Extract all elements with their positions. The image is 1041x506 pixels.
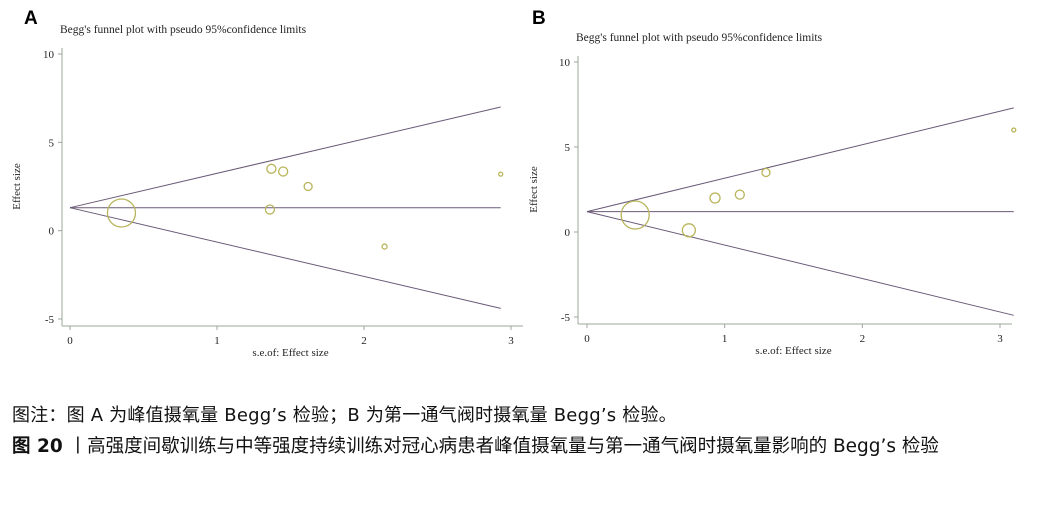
study-point-b: [761, 167, 771, 178]
study-point-b: [681, 223, 697, 238]
figure-note: 图注：图 A 为峰值摄氧量 Begg’s 检验；B 为第一通气阀时摄氧量 Beg…: [12, 405, 677, 426]
study-point-a: [264, 204, 276, 215]
study-point-b: [1011, 127, 1017, 133]
lower-confidence-limit-a: [69, 207, 501, 309]
y-tick-label-a: -5: [45, 314, 55, 326]
y-tick-label-b: -5: [561, 312, 571, 324]
figure-number: 图 20: [12, 436, 63, 457]
study-point-a: [303, 181, 313, 192]
x-tick-label-b: 3: [997, 333, 1003, 345]
panel-a-letter: A: [24, 8, 38, 29]
funnel-plots: Begg's funnel plot with pseudo 95%confid…: [11, 24, 1017, 359]
x-tick-label-a: 3: [508, 335, 514, 347]
upper-confidence-limit-a: [69, 106, 501, 209]
x-tick-label-a: 2: [361, 335, 367, 347]
figure-caption: 图 20 丨高强度间歇训练与中等强度持续训练对冠心病患者峰值摄氧量与第一通气阀时…: [12, 432, 1032, 462]
y-tick-label-a: 5: [49, 137, 55, 149]
study-point-a: [381, 243, 388, 250]
x-tick-label-a: 1: [214, 335, 220, 347]
y-tick-label-a: 0: [49, 226, 55, 238]
x-tick-label-b: 2: [860, 333, 866, 345]
study-point-a: [277, 166, 289, 177]
study-point-a: [106, 198, 137, 228]
lower-confidence-limit-b: [586, 211, 1014, 316]
figure-caption-text: 丨高强度间歇训练与中等强度持续训练对冠心病患者峰值摄氧量与第一通气阀时摄氧量影响…: [62, 436, 939, 457]
upper-confidence-limit-b: [586, 107, 1014, 213]
y-tick-label-b: 10: [559, 57, 571, 69]
x-tick-label-a: 0: [67, 335, 73, 347]
y-axis-label-a: Effect size: [11, 163, 23, 210]
study-point-a: [498, 171, 504, 177]
x-axis-label-b: s.e.of: Effect size: [755, 345, 831, 357]
x-tick-label-b: 1: [722, 333, 728, 345]
y-tick-label-b: 5: [565, 142, 571, 154]
y-tick-label-a: 10: [43, 49, 55, 61]
chart-title-a: Begg's funnel plot with pseudo 95%confid…: [60, 24, 307, 36]
study-point-b: [709, 192, 721, 204]
study-point-a: [266, 163, 277, 174]
y-tick-label-b: 0: [565, 227, 571, 239]
chart-title-b: Begg's funnel plot with pseudo 95%confid…: [576, 32, 823, 44]
x-tick-label-b: 0: [584, 333, 590, 345]
study-point-b: [734, 189, 745, 200]
y-axis-label-b: Effect size: [528, 166, 540, 213]
panel-b-letter: B: [532, 8, 546, 29]
study-point-b: [620, 200, 650, 230]
x-axis-label-a: s.e.of: Effect size: [252, 347, 328, 359]
